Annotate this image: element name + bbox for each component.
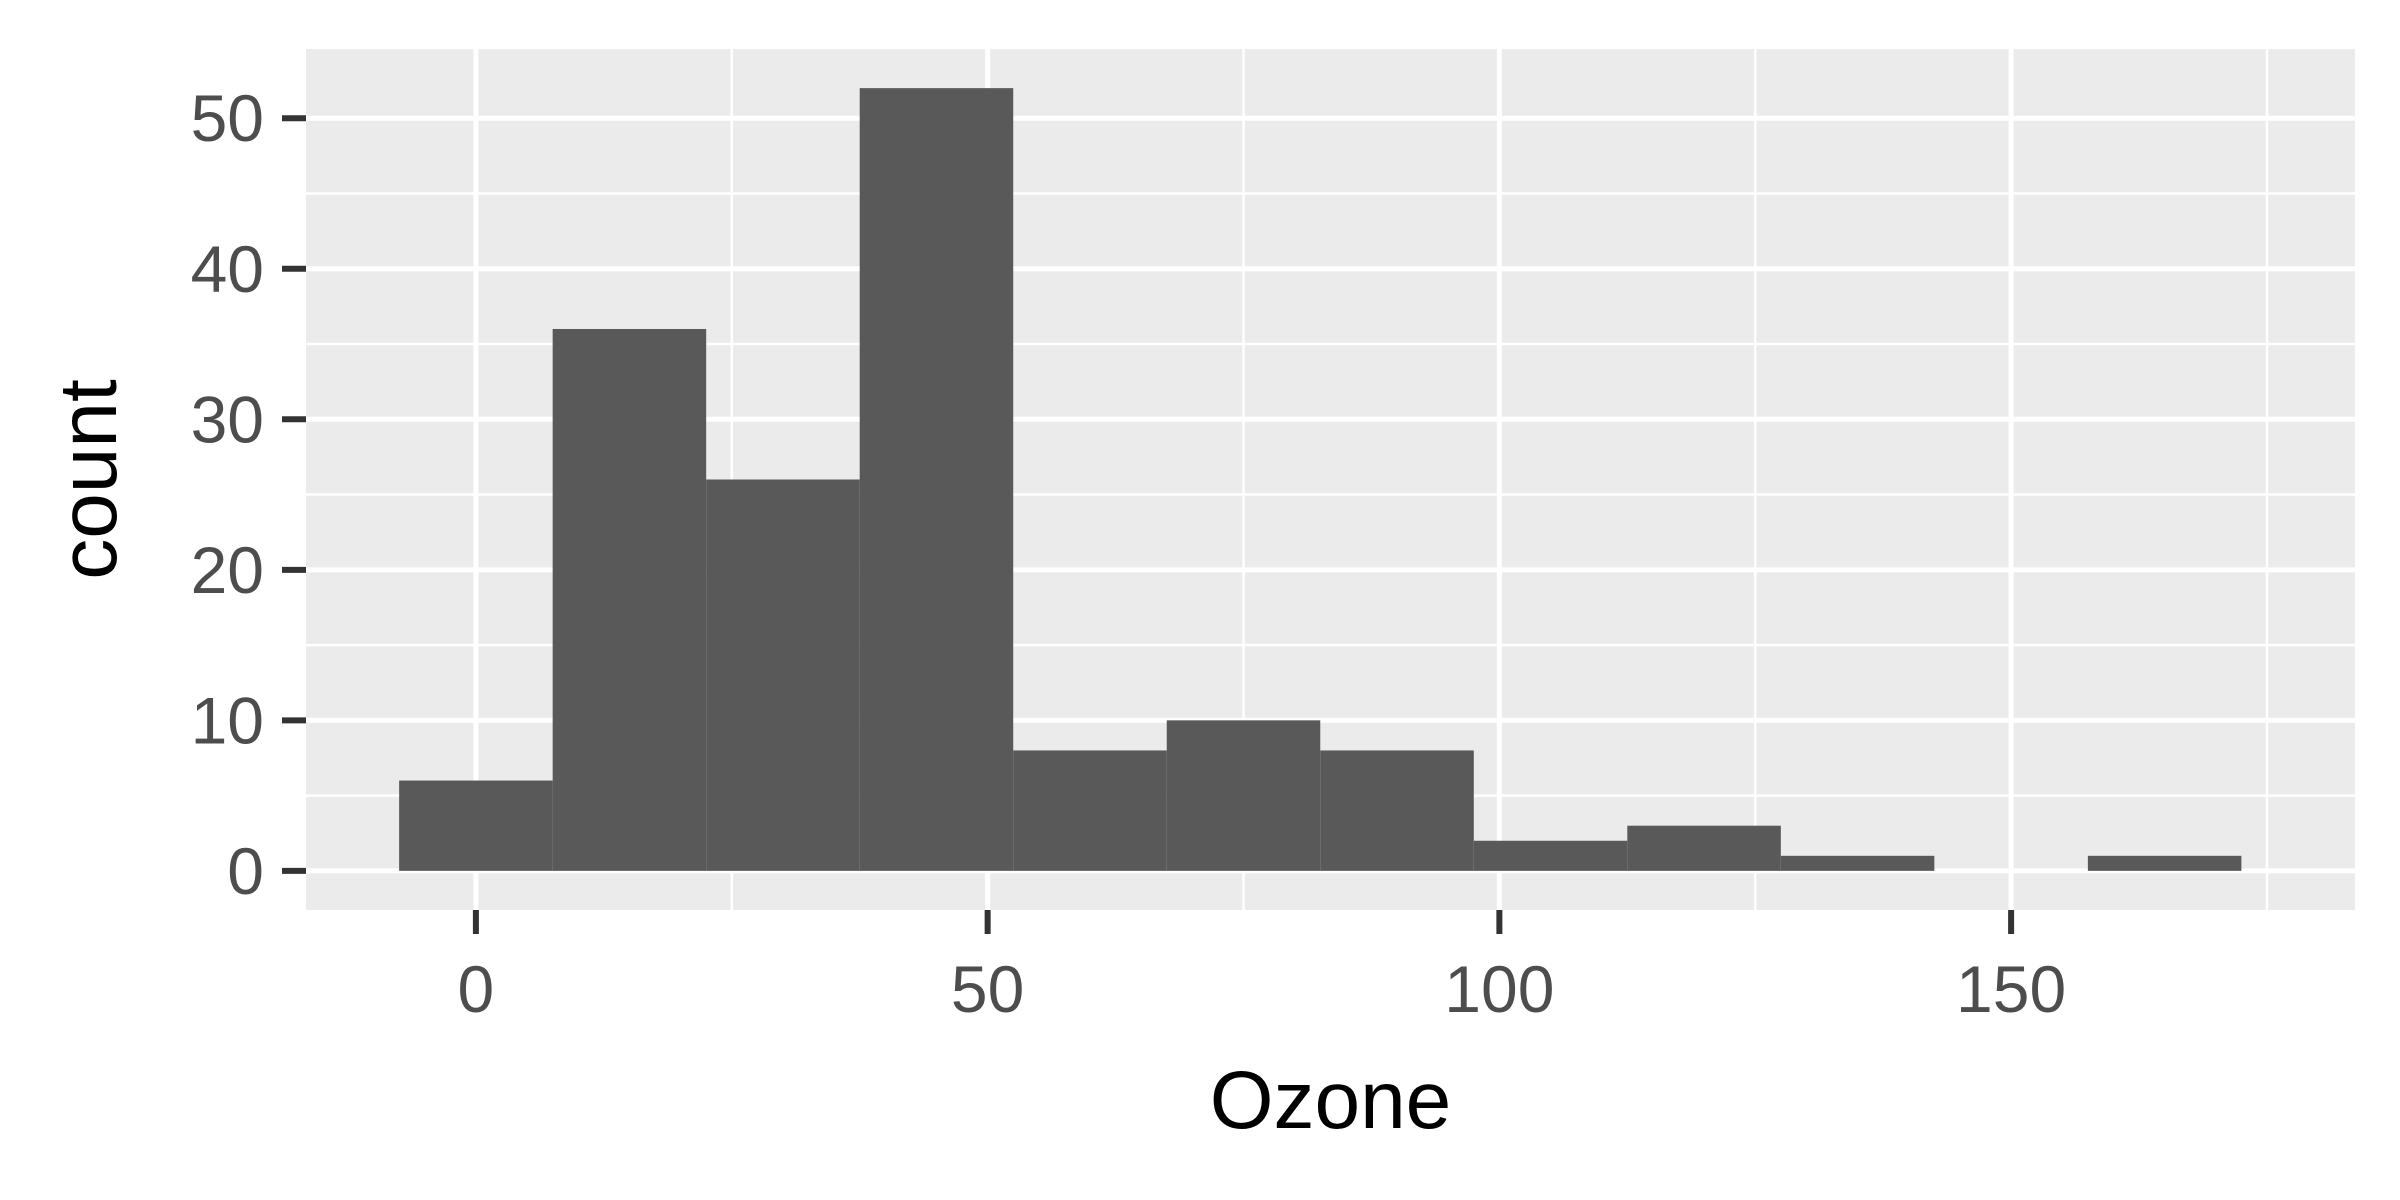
y-tick-label: 0 — [227, 834, 264, 908]
histogram-bars — [399, 88, 2242, 871]
histogram-bar — [706, 479, 860, 871]
histogram-bar — [2087, 855, 2242, 871]
x-tick-label: 0 — [458, 952, 495, 1026]
histogram-bar — [1627, 825, 1781, 871]
histogram-bar — [1166, 720, 1321, 871]
histogram-bar — [859, 88, 1014, 871]
x-tick-label: 100 — [1444, 952, 1554, 1026]
histogram-bar — [552, 328, 707, 871]
histogram-bar — [1013, 750, 1167, 871]
x-tick-label: 150 — [1956, 952, 2066, 1026]
x-axis-title: Ozone — [1210, 1055, 1452, 1146]
histogram-bar — [1780, 855, 1935, 871]
histogram-bar — [1473, 840, 1628, 871]
y-tick-label: 50 — [191, 81, 264, 155]
y-tick-label: 30 — [191, 382, 264, 456]
x-axis-ticks: 0 50 100 150 — [458, 910, 2066, 1026]
y-axis-title: count — [43, 379, 134, 580]
y-axis-ticks: 0 10 20 30 40 50 — [191, 81, 306, 908]
y-tick-label: 20 — [191, 533, 264, 607]
histogram-bar — [399, 780, 553, 871]
x-tick-label: 50 — [951, 952, 1024, 1026]
histogram-bar — [1320, 750, 1474, 871]
y-tick-label: 40 — [191, 232, 264, 306]
y-tick-label: 10 — [191, 683, 264, 757]
